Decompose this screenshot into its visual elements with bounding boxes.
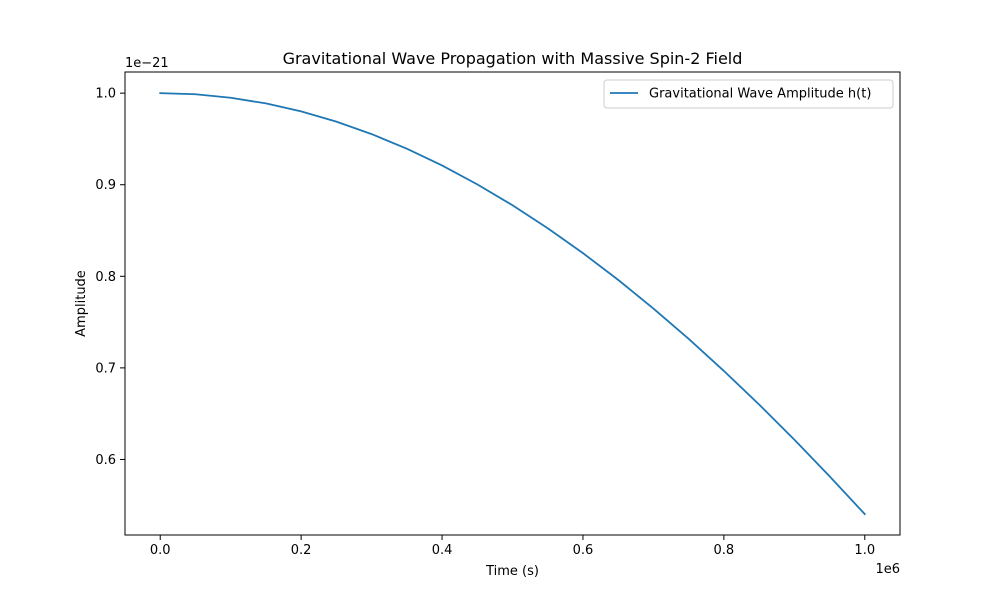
series-line — [159, 92, 867, 516]
legend-label: Gravitational Wave Amplitude h(t) — [649, 87, 871, 102]
y-tick-label: 0.8 — [95, 270, 116, 285]
legend: Gravitational Wave Amplitude h(t) — [603, 79, 894, 109]
x-axis-label: Time (s) — [485, 564, 539, 579]
y-tick-label: 1.0 — [95, 87, 116, 102]
x-tick-label: 0.0 — [150, 543, 171, 558]
plot-area — [124, 71, 901, 536]
legend-box — [603, 79, 894, 109]
y-tick-label: 0.7 — [95, 361, 116, 376]
chart-title: Gravitational Wave Propagation with Mass… — [283, 49, 743, 68]
series-layer — [159, 92, 867, 516]
x-tick-label: 0.2 — [291, 543, 312, 558]
x-tick-label: 0.8 — [714, 543, 735, 558]
x-tick-label: 0.4 — [432, 543, 453, 558]
x-axis: 0.0 0.2 0.4 0.6 0.8 1.0 — [150, 535, 875, 558]
y-axis: 0.6 0.7 0.8 0.9 1.0 — [95, 87, 125, 468]
y-axis-label: Amplitude — [74, 270, 89, 337]
y-tick-label: 0.9 — [95, 178, 116, 193]
axes-frame — [124, 71, 901, 536]
x-tick-label: 1.0 — [854, 543, 875, 558]
y-tick-label: 0.6 — [95, 453, 116, 468]
x-tick-label: 0.6 — [573, 543, 594, 558]
x-offset-label: 1e6 — [875, 562, 900, 577]
y-offset-label: 1e−21 — [125, 56, 169, 71]
